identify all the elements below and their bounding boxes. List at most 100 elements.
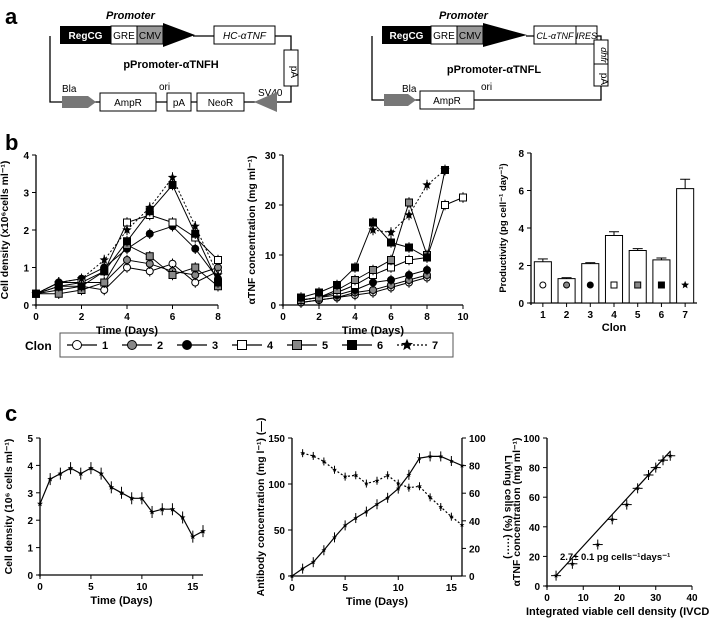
plasmid-l-pa-box (593, 63, 609, 87)
bar-clon-6 (652, 259, 671, 304)
data-point-5 (191, 263, 200, 272)
data-point (609, 516, 615, 522)
antibody-point (427, 453, 433, 459)
data-point-5 (387, 256, 395, 264)
living-cells-point (300, 450, 306, 456)
data-point (553, 573, 559, 578)
x-tick-label: 20 (614, 593, 626, 604)
plasmid-h-promoter-label: Promoter (106, 10, 156, 22)
y-tick-label: 3 (23, 189, 29, 200)
plasmid-light: Promoter RegCG GRE CMV CL-αTNF IRES dhfr… (371, 10, 609, 110)
plasmid-h-sv40: SV40 (258, 88, 283, 99)
data-point-7 (368, 225, 378, 234)
y2-tick-label: 80 (469, 462, 481, 473)
chart-atnf-vs-ivcd: 0 20 40 60 80 100 0 10 20 30 40 Integrated viable c… (511, 434, 709, 618)
bar-marker-3 (586, 281, 594, 289)
plasmid-l-dhfr: dhfr (599, 47, 609, 64)
y-axis-label: Antibody concentration (mg l⁻¹) (—) (255, 418, 267, 597)
x-tick-label: 10 (457, 312, 469, 323)
data-point-7 (99, 255, 109, 264)
data-point-6 (333, 281, 341, 289)
data-point (200, 528, 206, 534)
plasmid-l-ori: ori (481, 82, 492, 93)
data-point-7 (386, 227, 396, 237)
y-tick-label: 6 (518, 187, 524, 198)
data-point (67, 465, 74, 471)
x-tick-label: 10 (136, 582, 148, 593)
y-tick-label: 5 (27, 434, 33, 445)
data-point-7 (167, 172, 178, 182)
plasmid-h-pa-bottom-box (166, 92, 192, 112)
data-point (57, 470, 64, 476)
antibody-point (448, 458, 454, 464)
data-point-5 (145, 252, 154, 261)
y2-tick-label: 100 (469, 434, 486, 445)
y2-tick-label: 0 (469, 572, 475, 583)
antibody-point (353, 515, 359, 521)
data-point-7 (54, 277, 64, 287)
y2-tick-label: 40 (469, 517, 481, 528)
data-point (108, 484, 115, 490)
living-cells-point (427, 494, 433, 500)
data-point (653, 465, 659, 470)
fit-line (555, 450, 671, 577)
living-cells-point (321, 458, 327, 464)
plasmid-h-pa-bottom: pA (173, 98, 186, 109)
y-axis-label: Productivity (pg cell⁻¹ day⁻¹) (498, 163, 509, 292)
x-tick-label: 1 (540, 310, 546, 321)
chart-cell-density-time: 0 1 2 3 4 5 0 5 10 15 Time (Days) Cell density (10⁶… (3, 434, 206, 607)
x-tick-label: 15 (446, 583, 458, 594)
x-tick-label: 4 (352, 312, 358, 323)
fit-annotation: 2.7± 0.1 pg cells⁻¹days⁻¹ (560, 552, 670, 563)
data-point (179, 514, 186, 520)
y-axis-label: Cell density (x10⁶cells ml⁻¹) (0, 161, 11, 300)
y-tick-label: 2 (518, 262, 524, 273)
antibody-line (291, 455, 463, 577)
antibody-point (406, 472, 412, 477)
plasmid-h-gene: HC-αTNF (223, 31, 267, 42)
data-point-6 (315, 288, 323, 297)
plasmid-l-ires: IRES (576, 31, 597, 41)
data-point (139, 495, 145, 501)
data-point-5 (405, 198, 413, 207)
x-axis-label: Time (Days) (90, 595, 152, 607)
plasmid-h-gre: GRE (113, 31, 135, 42)
antibody-point (332, 534, 337, 540)
data-point-3 (405, 271, 413, 279)
legend-marker-5 (292, 340, 302, 350)
legend-label: 5 (322, 340, 328, 352)
y-tick-label: 1 (27, 544, 33, 555)
plasmid-l-gene: CL-αTNF (536, 31, 574, 41)
x-tick-label: 7 (682, 310, 688, 321)
data-point (660, 457, 666, 463)
y-tick-label: 150 (268, 434, 285, 445)
plasmid-h-bla-arrow (62, 96, 96, 108)
legend: Clon 1 2 3 4 5 6 7 (25, 332, 454, 358)
plasmid-l-bla: Bla (402, 84, 417, 95)
data-point-6 (100, 267, 109, 276)
data-point (118, 489, 125, 496)
antibody-point (374, 501, 380, 507)
living-cells-point (395, 480, 401, 486)
bar-marker-6 (657, 281, 665, 289)
data-point (47, 476, 53, 482)
data-point-3 (191, 244, 200, 253)
x-tick-label: 2 (79, 312, 85, 323)
y-tick-label: 50 (274, 526, 286, 537)
x-tick-label: 6 (659, 310, 665, 321)
plasmid-h-bla: Bla (62, 84, 77, 95)
x-tick-label: 4 (611, 310, 617, 321)
data-point-6 (297, 293, 305, 302)
y2-axis-label: Living cells (%) (·····) (502, 455, 514, 559)
plasmid-l-ires-box (575, 25, 598, 45)
plasmid-l-pa: pA (598, 73, 609, 86)
y-tick-label: 40 (529, 523, 541, 534)
legend-label: 4 (267, 340, 274, 352)
plasmid-l-regcg-box (382, 26, 431, 44)
panel-label-c: c (5, 401, 17, 426)
y-tick-label: 20 (529, 552, 541, 563)
chart-productivity-bars: 0 2 4 6 8 1 2 3 4 5 6 7 Clon Productivity (pg cell⁻¹ … (498, 149, 697, 334)
plasmid-h-neor: NeoR (208, 98, 234, 109)
legend-marker-6 (347, 340, 357, 350)
y-tick-label: 0 (270, 301, 276, 312)
